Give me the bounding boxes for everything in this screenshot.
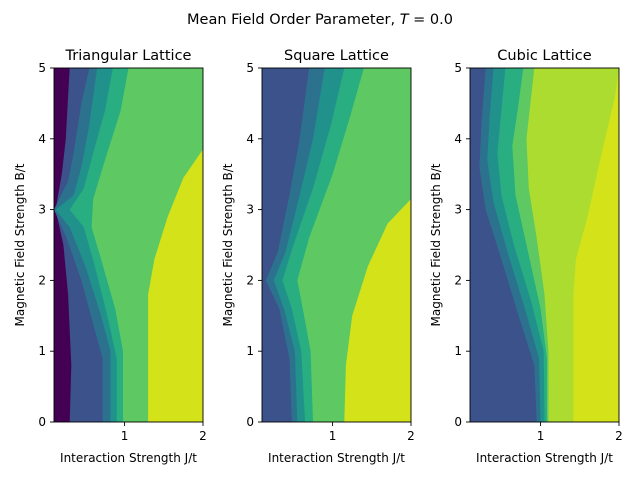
y-tick-label: 2 [454,273,462,287]
y-tick-label: 5 [246,61,254,75]
y-tick-label: 4 [246,132,254,146]
y-tick-label: 2 [38,273,46,287]
y-axis: 0 1 2 3 4 5 [454,61,470,429]
y-tick-label: 1 [454,344,462,358]
figure-suptitle: Mean Field Order Parameter, T = 0.0 [187,12,453,28]
suptitle-value: = 0.0 [409,12,453,28]
x-axis-label: Interaction Strength J/t [476,451,613,465]
x-tick-label: 2 [615,429,623,443]
y-axis: 0 1 2 3 4 5 [246,61,262,429]
y-tick-label: 4 [38,132,46,146]
suptitle-text: Mean Field Order Parameter, [187,12,400,28]
panel-title: Cubic Lattice [497,48,591,64]
panel-triangular-lattice: Triangular Lattice Interaction Strength … [13,48,207,465]
axes-frame [261,67,412,423]
y-tick-label: 5 [454,61,462,75]
suptitle-symbol: T [400,12,410,28]
panel-title: Square Lattice [284,48,389,64]
x-tick-label: 1 [537,429,545,443]
contour-band-level-8 [344,199,411,422]
y-axis-label: Magnetic Field Strength B/t [221,163,235,326]
contour-plot-area [262,68,411,422]
y-tick-label: 0 [454,415,462,429]
panel-title: Triangular Lattice [65,48,192,64]
x-tick-label: 1 [121,429,129,443]
y-tick-label: 3 [454,203,462,217]
contour-plot-area [54,68,203,422]
axes-frame [469,67,620,423]
y-tick-label: 0 [38,415,46,429]
contour-band-level-8 [148,149,203,422]
panel-square-lattice: Square Lattice Interaction Strength J/t … [221,48,415,465]
x-tick-label: 2 [199,429,207,443]
y-tick-label: 1 [38,344,46,358]
y-tick-label: 4 [454,132,462,146]
axes-frame [53,67,204,423]
y-axis-label: Magnetic Field Strength B/t [429,163,443,326]
x-axis-label: Interaction Strength J/t [60,451,197,465]
x-axis-label: Interaction Strength J/t [268,451,405,465]
y-tick-label: 1 [246,344,254,358]
y-tick-label: 0 [246,415,254,429]
contour-plot-area [470,68,619,422]
y-tick-label: 2 [246,273,254,287]
x-tick-label: 2 [407,429,415,443]
y-axis-label: Magnetic Field Strength B/t [13,163,27,326]
contour-band-level-8 [573,68,619,422]
y-tick-label: 3 [246,203,254,217]
x-tick-label: 1 [329,429,337,443]
y-tick-label: 3 [38,203,46,217]
y-tick-label: 5 [38,61,46,75]
panel-cubic-lattice: Cubic Lattice Interaction Strength J/t M… [429,48,623,465]
y-axis: 0 1 2 3 4 5 [38,61,54,429]
